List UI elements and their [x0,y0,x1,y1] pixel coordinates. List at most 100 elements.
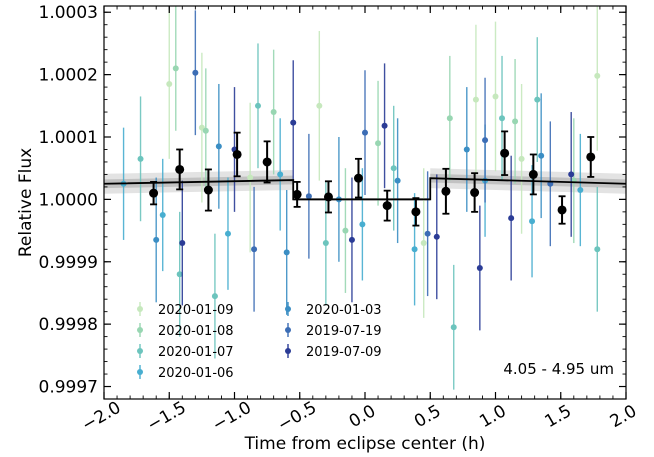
binned-marker [262,157,272,167]
data-point [577,187,584,194]
binned-point [557,195,567,225]
legend-label: 2019-07-09 [306,345,382,360]
legend-item-2019-07-09: 2019-07-09 [285,344,382,360]
x-tick-label: 2.0 [607,401,640,432]
series-2019-07-09 [179,60,575,331]
data-point [192,69,199,76]
data-point [394,177,401,184]
data-point [342,227,349,234]
data-point [290,119,297,126]
data-point [390,165,397,172]
x-axis-label: Time from eclipse center (h) [244,434,486,454]
legend-marker [285,327,291,333]
y-axis-label: Relative Flux [16,148,36,257]
binned-point [528,153,538,196]
binned-marker [411,207,421,217]
binned-marker [292,189,302,199]
data-point [472,96,479,103]
binned-point [203,168,213,212]
binned-marker [557,205,567,215]
y-tick-label: 1.0003 [39,3,98,23]
legend-label: 2020-01-03 [306,303,382,318]
binned-marker [175,164,185,174]
binned-marker [323,192,333,202]
y-tick-label: 0.9997 [39,378,98,398]
binned-point [175,148,185,191]
data-point [499,115,506,122]
data-point [482,137,489,144]
wavelength-band-label: 4.05 - 4.95 um [503,360,614,378]
binned-point [262,140,272,184]
data-point [362,129,368,136]
data-point [433,233,440,240]
data-point [375,140,382,147]
data-point [251,246,258,253]
series-2020-01-08 [172,6,577,293]
data-point [529,218,536,225]
x-tick-label: 1.0 [476,401,509,432]
data-point [518,155,525,162]
data-point [322,240,329,247]
binned-point [323,180,333,214]
unbinned-data-points [120,6,601,390]
binned-marker [500,148,510,158]
binned-point [292,181,302,208]
data-point [594,72,601,79]
legend-item-2020-01-03: 2020-01-03 [285,302,382,318]
legend-label: 2020-01-06 [158,366,234,381]
legend-item-2019-07-19: 2019-07-19 [285,323,382,339]
binned-marker [149,188,159,198]
binned-marker [528,169,538,179]
data-point [215,143,222,150]
legend-marker [285,306,291,312]
data-point [224,230,231,237]
y-tick-labels: 0.9997 0.9998 0.9999 1.0000 1.0001 1.0002 1.00… [39,3,98,397]
data-point [283,249,290,256]
data-point [424,230,431,237]
x-tick-label: 0.5 [411,401,444,432]
binned-point [149,181,159,206]
data-point [568,171,575,178]
x-tick-label: 0.0 [346,401,379,432]
binned-marker [203,185,213,195]
binned-marker [586,152,596,162]
legend-label: 2020-01-08 [158,324,234,339]
legend-label: 2019-07-19 [306,324,382,339]
data-point [247,174,254,181]
binned-point [500,130,510,176]
data-point [450,324,457,331]
data-point [534,96,541,103]
x-tick-labels: −2.0 −1.5 −1.0 −0.5 0.0 0.5 1.0 1.5 2.0 [79,398,641,436]
series-2020-01-09 [166,6,601,318]
data-point [172,65,179,72]
data-point [305,193,312,200]
x-tick-label: 1.5 [542,401,575,432]
x-tick-label: −2.0 [79,398,125,436]
x-tick-label: −0.5 [274,398,320,436]
binned-marker [382,201,392,211]
axis-ticks [103,6,627,400]
legend-marker [285,348,291,354]
data-point [492,93,499,100]
eclipse-model [104,177,626,201]
series-2020-01-07 [137,37,601,390]
y-tick-label: 0.9999 [39,253,98,273]
y-tick-label: 1.0000 [39,190,98,210]
legend-marker [137,327,143,333]
legend-item-2020-01-08: 2020-01-08 [137,323,234,339]
data-point [316,102,323,109]
data-point [179,240,186,247]
legend-marker [137,369,143,375]
binned-point [470,172,480,213]
data-point [594,246,601,253]
binned-point [411,197,421,227]
y-tick-label: 1.0001 [39,128,98,148]
y-tick-label: 0.9998 [39,315,98,335]
model-line [104,177,626,201]
data-point [166,80,173,87]
binned-marker [441,186,451,196]
y-tick-label: 1.0002 [39,66,98,86]
data-point [359,221,366,228]
binned-marker [353,173,363,183]
